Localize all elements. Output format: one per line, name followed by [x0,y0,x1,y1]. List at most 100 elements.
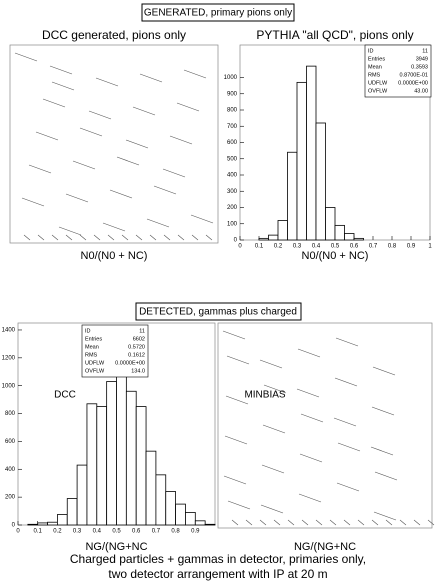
stats-value: 6602 [133,336,145,342]
stats-label: ID [368,48,374,54]
x-axis-label: NG/(NG+NC [85,541,147,553]
x-tick-label: 0.4 [312,244,321,250]
y-tick-label: 900 [227,91,238,97]
bar [135,406,147,526]
caption: two detector arrangement with IP at 20 m [108,567,327,581]
bar [37,522,48,526]
x-tick-label: 0.6 [132,529,141,535]
hatch [413,519,421,526]
hatch [58,226,82,236]
stats-value: 43.00 [414,88,428,94]
hatch [300,413,324,423]
x-tick-label: 0.6 [350,244,359,250]
hatch [23,234,31,241]
x-tick-label: 0.9 [191,529,200,535]
y-tick-label: 400 [5,467,16,473]
bar [76,464,88,526]
bar [204,523,216,526]
x-tick-label: 0.7 [369,244,378,250]
hatch [121,234,129,241]
bar [268,234,279,241]
hatch [146,218,170,228]
hatch [72,160,96,170]
hatch [49,65,73,75]
hatch [51,234,59,241]
hatch [190,214,214,224]
hatch [95,77,119,87]
y-tick-label: 600 [227,140,238,146]
x-axis-label: N0/(N0 + NC) [302,250,369,262]
hatch [260,504,284,514]
hatch [149,234,157,241]
plot-frame [217,322,433,529]
stats-label: ID [85,328,91,334]
hatch [357,519,365,526]
hatch [231,519,239,526]
bar [277,220,288,241]
x-tick-label: 0.2 [53,529,62,535]
hatch [371,519,379,526]
x-tick-label: 0 [238,244,242,250]
bar [165,491,177,526]
stats-label: RMS [368,72,381,78]
stats-value: 0.0000E+00 [115,360,145,366]
x-tick-label: 0.5 [112,529,121,535]
hatch [301,519,309,526]
bar [145,450,157,526]
bar [86,403,98,526]
y-tick-label: 200 [227,205,238,211]
y-tick-label: 1000 [2,383,16,389]
hatch [125,139,149,149]
bar [47,521,58,526]
hatch [93,234,101,241]
bar [96,406,108,526]
header-box [135,302,302,321]
hatch [333,417,357,427]
hatch [21,197,45,207]
y-tick-label: 100 [227,221,238,227]
hatch [287,519,295,526]
hatch [245,519,253,526]
y-tick-label: 1000 [224,75,238,81]
hatch [139,73,163,83]
hatch [79,127,103,137]
hatch [297,348,321,358]
hatch [169,135,193,145]
hatch [225,395,249,405]
chart-title: PYTHIA "all QCD", pions only [256,28,413,42]
header: DETECTED, gammas plus charged [139,307,297,318]
bar [125,390,137,526]
hatch [35,131,59,141]
hatch [259,519,267,526]
hatch [102,222,126,232]
hatch [315,519,323,526]
hatch [329,519,337,526]
y-tick-label: 600 [5,439,16,445]
hatch [259,359,283,369]
bar [185,512,196,526]
hatch [176,102,200,112]
bar [306,65,317,241]
x-axis-label: NG/(NG+NC [294,541,356,553]
bar [66,498,78,526]
stats-value: 0.1612 [128,352,145,358]
stats-label: UDFLW [85,360,105,366]
hatch [399,519,407,526]
hatch [222,330,246,340]
hatch [14,52,38,62]
y-tick-label: 200 [5,495,16,501]
stats-label: OVFLW [85,368,105,374]
hatch [263,384,287,394]
y-tick-label: 800 [227,108,238,114]
x-tick-label: 0.8 [171,529,180,535]
y-tick-label: 700 [227,124,238,130]
hatch [135,234,143,241]
plot-frame [9,44,219,244]
hatch [79,234,87,241]
hatch [372,366,396,376]
x-tick-label: 0.4 [93,529,102,535]
hatch [335,337,359,347]
y-tick-label: 0 [12,523,16,529]
hatch [226,355,250,365]
hatch [371,406,395,416]
